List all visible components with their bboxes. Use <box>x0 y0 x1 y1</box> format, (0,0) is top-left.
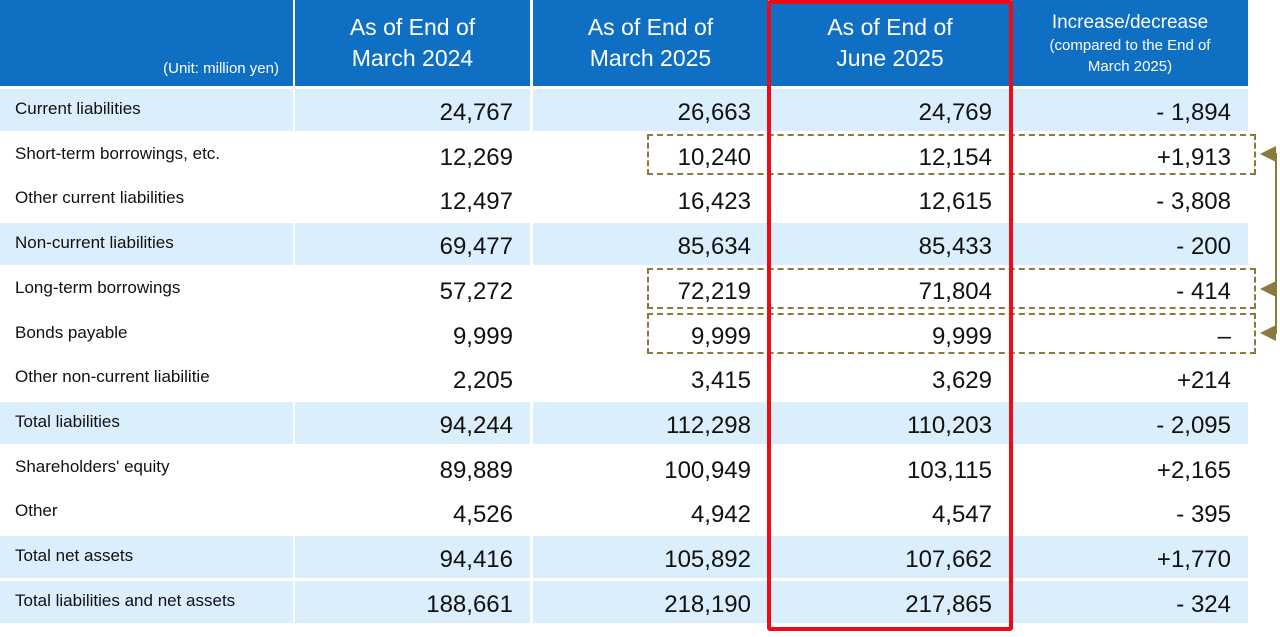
value-change: - 414 <box>1012 268 1248 310</box>
value-june-2025: 71,804 <box>771 268 1009 310</box>
col-header-change: Increase/decrease (compared to the End o… <box>1012 0 1248 86</box>
row-label: Total liabilities and net assets <box>0 581 293 623</box>
col-header-line: As of End of <box>349 14 476 40</box>
value-change: - 395 <box>1012 491 1248 533</box>
col-header-june-2025: As of End of June 2025 <box>771 0 1009 86</box>
col-header-line: March 2025 <box>589 45 712 71</box>
value-june-2025: 12,154 <box>771 134 1009 176</box>
value-june-2025: 24,769 <box>771 89 1009 131</box>
col-header-march-2024: As of End of March 2024 <box>295 0 530 86</box>
dashed-highlight-long-term <box>647 268 1256 309</box>
value-march-2025: 112,298 <box>533 402 768 444</box>
value-march-2024: 57,272 <box>295 268 530 310</box>
unit-label: (Unit: million yen) <box>163 60 279 77</box>
value-march-2024: 94,244 <box>295 402 530 444</box>
value-march-2025: 9,999 <box>533 313 768 355</box>
value-march-2024: 4,526 <box>295 491 530 533</box>
row-label: Bonds payable <box>0 313 293 355</box>
value-june-2025: 3,629 <box>771 357 1009 399</box>
value-march-2025: 4,942 <box>533 491 768 533</box>
row-label: Current liabilities <box>0 89 293 131</box>
value-change: – <box>1012 313 1248 355</box>
june-2025-highlight <box>767 0 1013 631</box>
value-change: - 1,894 <box>1012 89 1248 131</box>
col-header-march-2025: As of End of March 2025 <box>533 0 768 86</box>
value-march-2024: 12,269 <box>295 134 530 176</box>
row-label: Shareholders' equity <box>0 447 293 489</box>
dashed-highlight-short-term <box>647 134 1256 175</box>
value-june-2025: 9,999 <box>771 313 1009 355</box>
value-march-2025: 218,190 <box>533 581 768 623</box>
value-march-2025: 105,892 <box>533 536 768 578</box>
value-change: +1,770 <box>1012 536 1248 578</box>
value-change: - 3,808 <box>1012 178 1248 220</box>
row-label: Total liabilities <box>0 402 293 444</box>
value-march-2024: 69,477 <box>295 223 530 265</box>
value-march-2024: 24,767 <box>295 89 530 131</box>
value-june-2025: 110,203 <box>771 402 1009 444</box>
value-june-2025: 4,547 <box>771 491 1009 533</box>
unit-header-cell: (Unit: million yen) <box>0 0 293 86</box>
value-change: - 2,095 <box>1012 402 1248 444</box>
value-change: +214 <box>1012 357 1248 399</box>
value-march-2025: 100,949 <box>533 447 768 489</box>
value-march-2025: 26,663 <box>533 89 768 131</box>
row-label: Other current liabilities <box>0 178 293 220</box>
value-march-2025: 85,634 <box>533 223 768 265</box>
row-label: Non-current liabilities <box>0 223 293 265</box>
value-march-2024: 89,889 <box>295 447 530 489</box>
row-label: Short-term borrowings, etc. <box>0 134 293 176</box>
value-march-2024: 188,661 <box>295 581 530 623</box>
value-march-2024: 94,416 <box>295 536 530 578</box>
value-june-2025: 85,433 <box>771 223 1009 265</box>
value-change: +2,165 <box>1012 447 1248 489</box>
col-header-note: (compared to the End of <box>1049 36 1211 54</box>
value-june-2025: 217,865 <box>771 581 1009 623</box>
value-march-2025: 10,240 <box>533 134 768 176</box>
value-june-2025: 12,615 <box>771 178 1009 220</box>
value-change: - 324 <box>1012 581 1248 623</box>
col-header-line: As of End of <box>827 14 953 40</box>
col-header-note: March 2025) <box>1087 57 1173 75</box>
value-march-2024: 9,999 <box>295 313 530 355</box>
row-label: Long-term borrowings <box>0 268 293 310</box>
value-march-2025: 72,219 <box>533 268 768 310</box>
value-change: - 200 <box>1012 223 1248 265</box>
value-march-2025: 3,415 <box>533 357 768 399</box>
value-march-2024: 2,205 <box>295 357 530 399</box>
value-june-2025: 107,662 <box>771 536 1009 578</box>
col-header-line: June 2025 <box>836 45 944 71</box>
dashed-highlight-bonds <box>647 313 1256 354</box>
col-header-line: March 2024 <box>351 45 474 71</box>
col-header-title: Increase/decrease <box>1051 11 1209 33</box>
row-label: Total net assets <box>0 536 293 578</box>
row-label: Other non-current liabilitie <box>0 357 293 399</box>
col-header-line: As of End of <box>587 14 714 40</box>
row-label: Other <box>0 491 293 533</box>
value-march-2024: 12,497 <box>295 178 530 220</box>
value-june-2025: 103,115 <box>771 447 1009 489</box>
value-march-2025: 16,423 <box>533 178 768 220</box>
value-change: +1,913 <box>1012 134 1248 176</box>
